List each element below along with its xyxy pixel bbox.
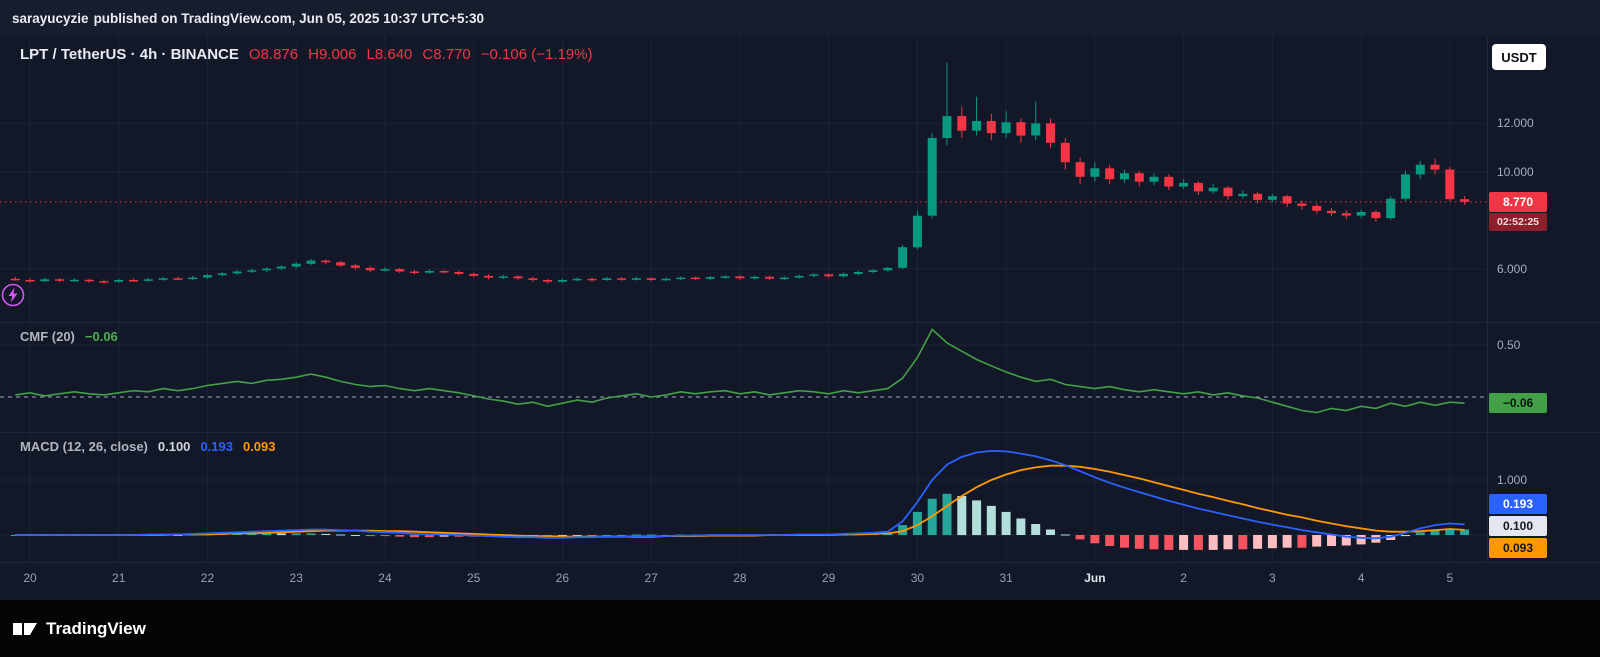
time-axis-label: 3: [1269, 571, 1276, 585]
pane-separator[interactable]: [0, 322, 1600, 323]
last-price-badge: 8.770: [1489, 191, 1547, 212]
price-axis-label: 12.000: [1497, 116, 1534, 131]
price-axis-label: 10.000: [1497, 164, 1534, 179]
chart-region: LPT / TetherUS · 4h · BINANCE O8.876 H9.…: [0, 36, 1600, 600]
attribution-text: published on TradingView.com, Jun 05, 20…: [93, 10, 485, 26]
cmf-value-badge: −0.06: [1489, 393, 1547, 414]
time-axis-label: 5: [1446, 571, 1454, 585]
time-axis-label: 4: [1357, 571, 1365, 585]
time-axis-label: 28: [733, 571, 747, 585]
time-axis-label: 29: [821, 571, 836, 585]
price-scale[interactable]: 8.770 02:52:25 −0.06 0.193 0.100 0.093 1…: [1488, 36, 1600, 562]
attribution-bar: sarayucyzie published on TradingView.com…: [0, 0, 1600, 36]
cmf-pane-canvas: [0, 322, 1487, 432]
tradingview-logo-icon[interactable]: [12, 618, 38, 640]
time-axis-label: 23: [289, 571, 303, 585]
cmf-axis-label: 0.50: [1497, 337, 1521, 352]
macd-pane-canvas: [0, 432, 1487, 562]
footer-bar: TradingView: [0, 600, 1600, 657]
price-pane-canvas: [0, 36, 1487, 322]
macd-signal-badge: 0.093: [1489, 538, 1547, 558]
time-axis-label: Jun: [1084, 571, 1106, 585]
time-axis-label: 27: [644, 571, 658, 585]
macd-hist-badge: 0.100: [1489, 516, 1547, 536]
currency-toggle-button[interactable]: USDT: [1492, 44, 1546, 70]
price-axis-label: 6.000: [1497, 262, 1528, 277]
time-axis[interactable]: 20 21 22 23 24 25 26 27 28 29 30 31 Jun 2 3 4 5: [0, 562, 1600, 600]
macd-line-badge: 0.193: [1489, 494, 1547, 514]
time-axis-label: 31: [999, 571, 1013, 585]
time-axis-separator: [0, 562, 1600, 563]
time-axis-label: 2: [1180, 571, 1187, 585]
time-axis-label: 20: [23, 571, 37, 585]
author-name: sarayucyzie: [12, 10, 89, 26]
time-axis-label: 26: [555, 571, 570, 585]
instant-trading-bolt-icon[interactable]: [0, 282, 26, 308]
macd-axis-label: 1.000: [1497, 473, 1528, 488]
time-axis-label: 25: [467, 571, 481, 585]
price-scale-separator: [1487, 36, 1488, 562]
time-axis-label: 24: [378, 571, 392, 585]
pane-separator[interactable]: [0, 432, 1600, 433]
time-axis-label: 22: [200, 571, 215, 585]
time-axis-label: 21: [112, 571, 126, 585]
bar-countdown-badge: 02:52:25: [1489, 212, 1547, 231]
tradingview-brand-text[interactable]: TradingView: [46, 618, 146, 638]
time-axis-label: 30: [910, 571, 925, 585]
